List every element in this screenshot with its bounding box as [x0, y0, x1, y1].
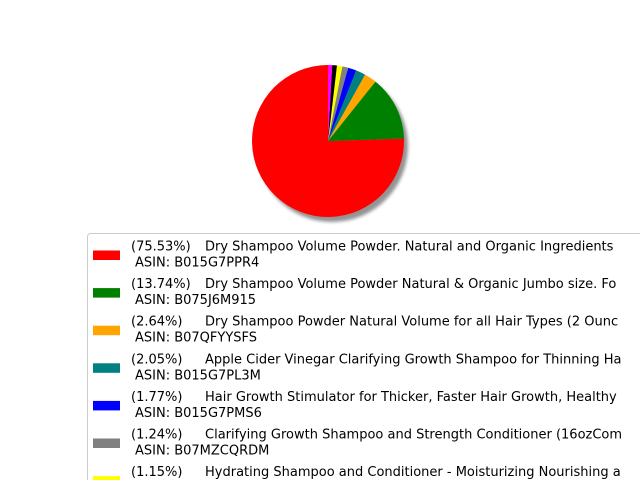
pie-slice — [328, 81, 404, 141]
legend-label: Apple Cider Vinegar Clarifying Growth Sh… — [205, 352, 621, 367]
legend-label: Clarifying Growth Shampoo and Strength C… — [205, 428, 622, 443]
legend-percent: (1.77%) — [131, 390, 182, 405]
legend-label: Dry Shampoo Powder Natural Volume for al… — [205, 315, 618, 330]
legend-asin: ASIN: B015G7PL3M — [135, 368, 261, 383]
legend-swatch — [93, 476, 120, 480]
legend-percent: (1.24%) — [131, 428, 182, 443]
legend-swatch — [93, 363, 120, 373]
legend-percent: (2.05%) — [131, 352, 182, 367]
pie-slice — [328, 65, 333, 141]
legend-label: Dry Shampoo Volume Powder. Natural and O… — [205, 240, 614, 255]
pie-slice — [328, 65, 337, 141]
pie-slice — [328, 66, 349, 141]
legend-swatch — [93, 438, 120, 448]
legend-label: Dry Shampoo Volume Powder Natural & Orga… — [205, 277, 616, 292]
legend-percent: (2.64%) — [131, 315, 182, 330]
legend-swatch — [93, 288, 120, 298]
legend-label: Hair Growth Stimulator for Thicker, Fast… — [205, 390, 617, 405]
legend-percent: (13.74%) — [131, 277, 191, 292]
legend-asin: ASIN: B015G7PMS6 — [135, 406, 262, 421]
pie-slice — [328, 67, 357, 141]
legend-percent: (75.53%) — [131, 240, 191, 255]
pie-slice — [328, 74, 376, 141]
legend-box — [87, 233, 640, 480]
pie-slice — [328, 70, 365, 141]
legend-label: Hydrating Shampoo and Conditioner - Mois… — [205, 465, 621, 480]
pie-slice — [328, 65, 343, 141]
legend-asin: ASIN: B015G7PPR4 — [135, 256, 259, 271]
legend-asin: ASIN: B075J6M915 — [135, 293, 256, 308]
legend-asin: ASIN: B07QFYYSFS — [135, 331, 257, 346]
legend-swatch — [93, 250, 120, 260]
legend-swatch — [93, 400, 120, 411]
legend-percent: (1.15%) — [131, 465, 182, 480]
legend-swatch — [93, 325, 120, 336]
legend-asin: ASIN: B07MZCQRDM — [135, 444, 269, 459]
